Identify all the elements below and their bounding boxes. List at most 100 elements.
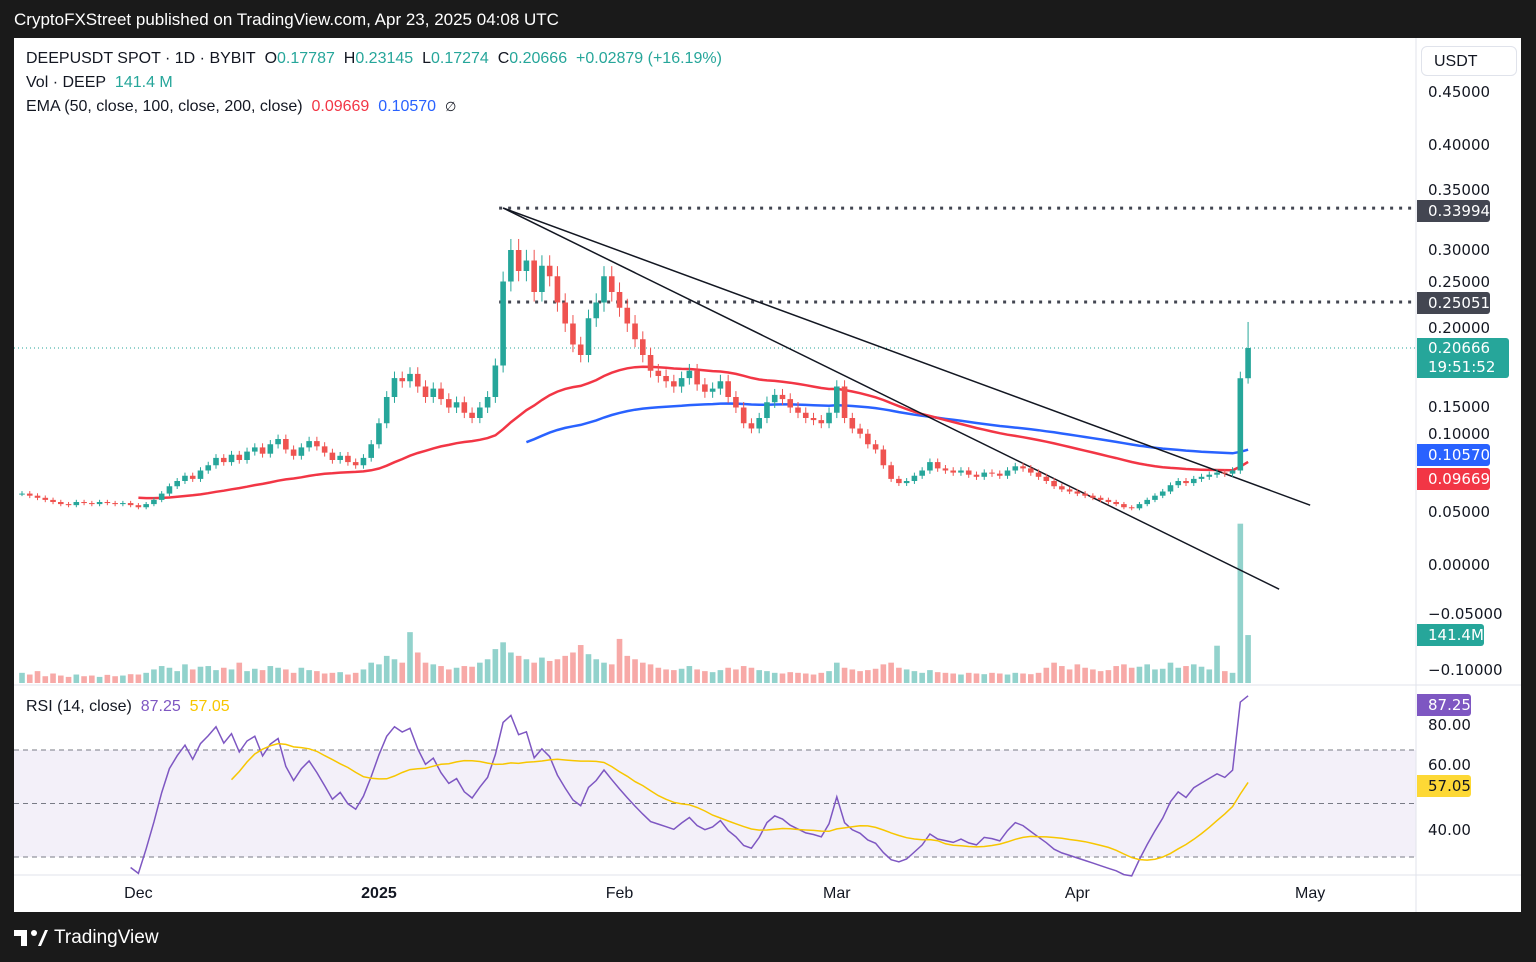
volume-bar	[849, 669, 856, 683]
candle-body	[275, 439, 281, 445]
high-value: 0.23145	[355, 50, 414, 67]
candle-body	[151, 499, 157, 505]
volume-bar	[407, 632, 413, 683]
candle-body	[1066, 489, 1073, 492]
volume-bar	[1222, 671, 1228, 683]
candle-body	[189, 475, 196, 479]
volume-bar	[58, 675, 64, 683]
candle-body	[236, 454, 243, 460]
candle-body	[81, 502, 87, 504]
candle-body	[1229, 470, 1236, 474]
rsi-tick: 60.00	[1428, 756, 1471, 774]
volume-bar	[1043, 667, 1050, 683]
candle-body	[973, 474, 980, 477]
volume-bar	[1245, 635, 1251, 683]
volume-bar	[1214, 645, 1220, 683]
volume-bar	[942, 672, 949, 683]
trendline	[502, 207, 1311, 506]
time-label: Feb	[605, 885, 634, 902]
volume-bar	[888, 662, 894, 683]
candle-body	[321, 446, 328, 453]
candle-body	[996, 473, 1003, 476]
volume-bar	[446, 669, 452, 683]
candle-body	[1059, 486, 1065, 490]
volume-bar	[671, 670, 677, 683]
volume-bar	[453, 667, 460, 683]
candle-body	[508, 250, 514, 282]
volume-bar	[1051, 662, 1057, 683]
chart-panel[interactable]	[14, 38, 1521, 912]
volume-bar	[508, 652, 514, 683]
candle-body	[570, 323, 576, 345]
candle-body	[1175, 481, 1182, 486]
candle-body	[903, 481, 910, 484]
candle-body	[127, 503, 134, 506]
volume-bar	[554, 659, 561, 683]
rsi-label[interactable]: RSI (14, close)	[26, 698, 132, 715]
volume-bar	[112, 676, 118, 683]
candle-body	[1214, 472, 1220, 475]
candle-body	[96, 502, 103, 505]
low-label: L	[422, 50, 431, 67]
high-label: H	[343, 50, 356, 67]
candle-body	[647, 355, 654, 371]
candle-body	[446, 399, 452, 408]
volume-bar	[492, 649, 499, 683]
ema100-value: 0.10570	[378, 98, 437, 115]
candle-body	[290, 449, 297, 456]
candle-body	[104, 502, 111, 504]
candle-body	[1206, 474, 1213, 477]
candle-body	[453, 402, 460, 408]
volume-bar	[927, 670, 933, 683]
ema100-tag: 0.10570	[1417, 444, 1491, 466]
candle-body	[158, 493, 165, 500]
volume-bar	[1175, 667, 1182, 683]
volume-bar	[981, 674, 988, 683]
volume-bar	[756, 670, 762, 683]
candle-body	[888, 465, 894, 479]
price-tick: 0.10000	[1428, 425, 1491, 443]
currency-button[interactable]: USDT	[1421, 46, 1517, 76]
candle-body	[26, 493, 33, 496]
rsi-tick: 40.00	[1428, 820, 1471, 839]
candle-body	[1028, 468, 1034, 473]
volume-bar	[1237, 523, 1244, 683]
tradingview-logo[interactable]: TradingView	[14, 927, 159, 949]
candle-body	[143, 504, 149, 508]
time-label: 2025	[361, 885, 397, 902]
volume-bar	[764, 671, 770, 683]
volume-bar	[663, 669, 669, 683]
ema-label[interactable]: EMA (50, close, 100, close, 200, close)	[26, 98, 303, 115]
volume-bar	[383, 655, 390, 683]
volume-bar	[733, 669, 739, 683]
candle-body	[601, 276, 607, 303]
candle-body	[795, 407, 801, 413]
open-value: 0.17787	[277, 50, 335, 67]
candle-body	[694, 370, 700, 385]
candle-body	[717, 381, 724, 389]
candle-body	[531, 260, 537, 292]
volume-bar	[329, 672, 336, 683]
candle-body	[360, 457, 367, 466]
candle-body	[174, 481, 180, 487]
candle-body	[663, 376, 669, 382]
symbol-title[interactable]: DEEPUSDT SPOT · 1D · BYBIT	[26, 50, 256, 67]
candle-body	[368, 444, 374, 458]
candle-body	[1090, 495, 1096, 498]
volume-bar	[1183, 666, 1189, 683]
candle-body	[182, 475, 188, 481]
change-value: +0.02879 (+16.19%)	[576, 50, 722, 67]
candle-body	[1020, 466, 1026, 469]
candle-body	[764, 402, 770, 418]
candle-body	[585, 318, 592, 355]
candle-body	[213, 457, 219, 466]
candle-body	[1051, 481, 1057, 487]
volume-label[interactable]: Vol · DEEP	[26, 74, 107, 91]
volume-bar	[539, 657, 545, 683]
volume-bar	[469, 666, 475, 683]
volume-legend: Vol · DEEP 141.4 M	[26, 74, 173, 92]
candle-body	[306, 441, 312, 448]
time-label: Dec	[124, 885, 153, 902]
candle-body	[34, 495, 41, 498]
